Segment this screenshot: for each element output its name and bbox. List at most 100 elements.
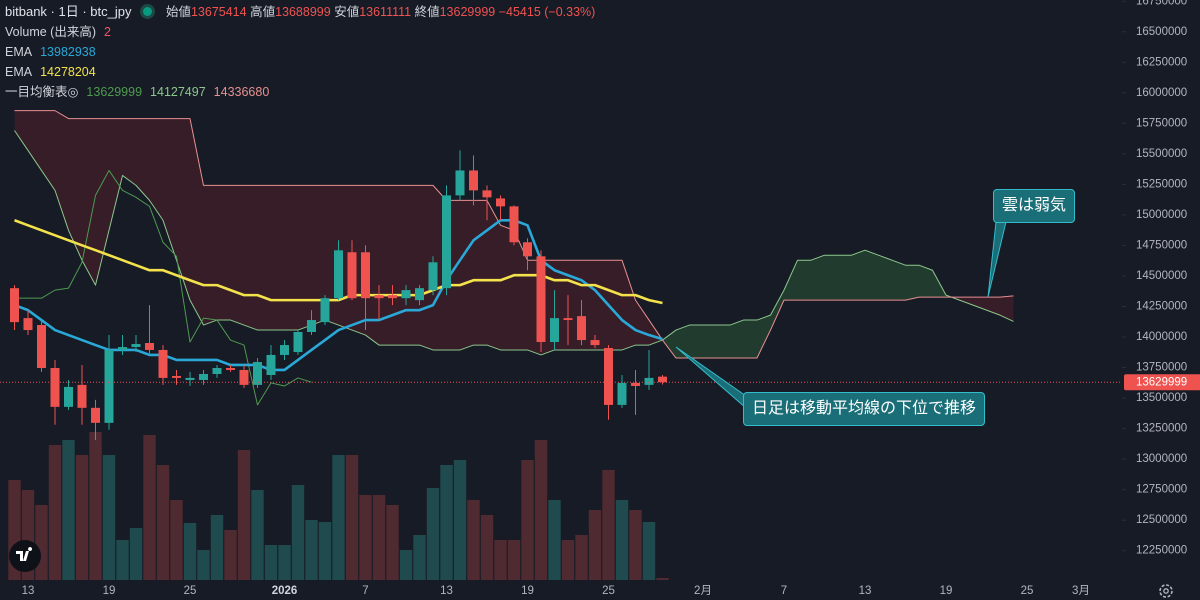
legend-value: 13982938 [40, 45, 96, 59]
gear-inner [1163, 588, 1169, 594]
cloud-fill [973, 297, 987, 311]
cloud-fill [730, 320, 744, 359]
candle-body [577, 316, 586, 341]
cloud-fill [392, 185, 406, 346]
cloud-fill [865, 250, 879, 301]
y-tick-label: 15500000 [1136, 148, 1187, 160]
y-tick-label: 14500000 [1136, 270, 1187, 282]
candle-body [37, 325, 46, 369]
volume-bar [237, 450, 251, 580]
candle-body [631, 382, 640, 386]
y-tick-label: 14000000 [1136, 331, 1187, 343]
candle-body [131, 343, 141, 348]
candle-body [320, 298, 330, 323]
y-tick-label: 16750000 [1136, 0, 1187, 7]
ohlc-label: 高値 [250, 5, 276, 19]
cloud-fill [311, 185, 325, 326]
candle-body [280, 345, 289, 355]
volume-bar [453, 460, 467, 580]
y-tick-label: 16000000 [1136, 87, 1187, 99]
volume-bar [318, 522, 332, 580]
candle-body [469, 170, 478, 191]
x-tick-label: 3月 [1072, 585, 1090, 597]
candle-body [266, 354, 276, 375]
candle-body [442, 195, 451, 289]
volume-bar [588, 510, 602, 580]
cloud-fill [298, 185, 312, 331]
legend-name: Volume (出来高) [5, 25, 96, 39]
candle-body [293, 332, 303, 353]
volume-bar [332, 455, 345, 580]
last-price-label: 13629999 [1136, 377, 1187, 389]
volume-bar [656, 578, 669, 580]
cloud-fill [703, 325, 717, 359]
cloud-fill [905, 265, 919, 301]
volume-bar [467, 500, 480, 580]
x-tick-label: 25 [184, 585, 197, 597]
candle-body [401, 290, 411, 299]
candle-body [77, 384, 87, 408]
volume-bar [183, 523, 197, 580]
volume-bar [35, 505, 48, 580]
y-tick-label: 13000000 [1136, 453, 1187, 465]
plot-area [8, 110, 1014, 580]
ohlc-value: 13629999 [439, 5, 496, 19]
volume-bar [89, 432, 102, 580]
ohlc-value: 13611111 [359, 5, 412, 19]
cloud-fill [284, 185, 298, 331]
span-a-line [14, 130, 1014, 356]
legend: bitbank · 1日 · btc_jpy 始値13675414 高値1368… [5, 2, 595, 102]
candle-body [145, 342, 154, 350]
lagging-line [14, 169, 312, 406]
candle-body [496, 198, 505, 207]
settings-icon[interactable] [1159, 584, 1173, 598]
y-tick-label: 13250000 [1136, 423, 1187, 435]
cloud-fill [595, 260, 609, 350]
cloud-fill [784, 260, 798, 301]
cloud-fill [500, 225, 514, 350]
ohlc-value: 13688999 [275, 5, 331, 19]
volume-bar [156, 465, 170, 580]
legend-name: 一目均衡表◎ [5, 85, 79, 99]
candle-body [185, 377, 195, 380]
cloud-fill [149, 118, 163, 221]
volume-bar [534, 440, 548, 580]
candle-body [590, 340, 600, 346]
cloud-fill [230, 185, 244, 326]
volume-bar [102, 455, 116, 580]
cloud-fill [838, 255, 852, 301]
cloud-fill [811, 255, 825, 301]
candle-body [617, 382, 627, 405]
cloud-fill [136, 118, 150, 201]
candle-body [334, 250, 343, 299]
cloud-fill [743, 320, 757, 359]
cloud-fill [203, 185, 217, 326]
candle-body [104, 349, 114, 423]
cloud-fill [176, 118, 190, 301]
volume-bar [615, 500, 629, 580]
y-tick-label: 15750000 [1136, 117, 1187, 129]
logo [9, 540, 41, 572]
volume-bar [116, 540, 129, 580]
candle-body [509, 206, 519, 243]
legend-name: EMA [5, 45, 33, 59]
cloud-fill [514, 230, 528, 350]
volume-bar [62, 440, 75, 580]
candle-body [482, 190, 492, 198]
cloud-fill [82, 118, 96, 286]
cloud-fill [622, 260, 636, 350]
y-tick-label: 14750000 [1136, 239, 1187, 251]
legend-name: EMA [5, 65, 33, 79]
candle-body [428, 262, 438, 291]
x-tick-label: 7 [362, 585, 368, 597]
cloud-fill [608, 260, 622, 350]
legend-row: 一目均衡表◎ 13629999 14127497 14336680 [5, 82, 595, 102]
change-value: −45415 [498, 5, 541, 19]
cloud-fill [892, 260, 906, 301]
ohlc-label: 安値 [334, 5, 360, 19]
candle-body [347, 252, 357, 299]
cloud-fill [41, 110, 55, 191]
cloud-fill [878, 255, 892, 301]
volume-bar [345, 455, 359, 580]
legend-value: 14336680 [213, 85, 270, 99]
